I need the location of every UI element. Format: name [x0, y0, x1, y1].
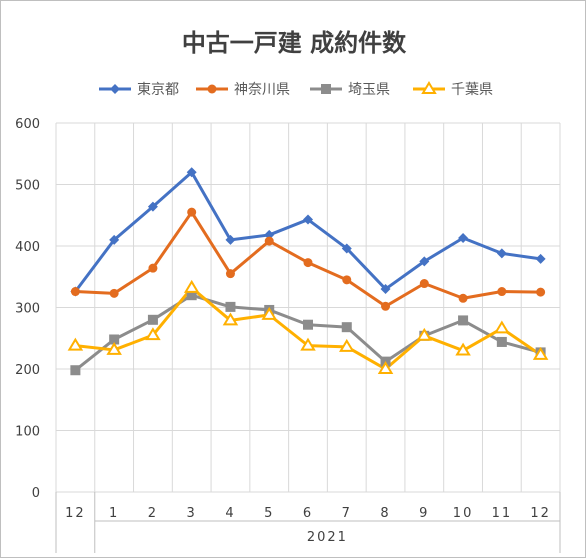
- series-line: [74, 293, 542, 372]
- data-point: [455, 342, 471, 356]
- chart-title: 中古一戸建 成約件数: [182, 29, 407, 57]
- x-tick-label: 6: [303, 506, 313, 521]
- data-point: [186, 290, 197, 301]
- data-point: [186, 167, 197, 178]
- x-tick-label: 3: [187, 506, 197, 521]
- x-tick-label: 12: [530, 506, 551, 521]
- data-point: [303, 214, 313, 225]
- legend-marker: [110, 84, 120, 94]
- data-point: [109, 288, 119, 298]
- data-point: [70, 287, 80, 297]
- data-point: [187, 207, 197, 217]
- data-point: [183, 279, 200, 293]
- data-point: [109, 234, 120, 245]
- data-point: [342, 275, 352, 285]
- legend-label: 埼玉県: [348, 82, 390, 98]
- data-point: [416, 327, 433, 341]
- data-point: [458, 233, 469, 244]
- data-point: [106, 341, 122, 355]
- y-tick-label: 200: [15, 363, 40, 378]
- y-tick-label: 100: [15, 425, 40, 440]
- y-tick-label: 0: [32, 486, 40, 501]
- data-point: [496, 248, 507, 259]
- legend-label: 千葉県: [451, 82, 493, 98]
- data-point: [225, 234, 236, 245]
- x-tick-label: 4: [225, 506, 235, 521]
- x-tick-label: 10: [453, 506, 474, 521]
- y-tick-label: 600: [15, 117, 40, 132]
- data-point: [494, 320, 510, 334]
- data-point: [380, 284, 391, 295]
- x-group-label: 2021: [307, 530, 348, 545]
- x-tick-label: 2: [148, 506, 158, 521]
- data-point: [497, 287, 507, 297]
- data-point: [109, 334, 120, 345]
- x-tick-label: 11: [492, 506, 513, 521]
- chart-grid: [55, 122, 561, 493]
- data-point: [535, 253, 546, 264]
- data-point: [222, 312, 239, 326]
- legend-marker: [421, 81, 437, 94]
- data-point: [496, 336, 507, 347]
- data-point: [300, 337, 316, 351]
- legend-marker: [321, 84, 331, 94]
- y-tick-label: 500: [15, 179, 40, 194]
- x-tick-label: 1: [109, 506, 119, 521]
- data-point: [303, 258, 313, 268]
- x-tick-label: 9: [419, 506, 429, 521]
- data-point: [145, 327, 161, 341]
- data-point: [341, 243, 352, 254]
- data-point: [458, 293, 468, 303]
- data-point: [377, 361, 394, 374]
- data-point: [419, 279, 429, 289]
- x-tick-label: 5: [264, 506, 274, 521]
- data-point: [303, 319, 313, 330]
- data-point: [225, 301, 236, 312]
- chart-legend: 東京都 神奈川県 埼玉県 千葉県: [99, 81, 493, 98]
- data-point: [264, 236, 274, 246]
- data-point: [532, 346, 549, 360]
- legend-label: 神奈川県: [234, 82, 290, 98]
- series-markers: [67, 167, 549, 376]
- y-tick-label: 400: [15, 240, 40, 255]
- y-tick-label: 300: [15, 302, 40, 317]
- data-point: [147, 314, 158, 325]
- data-point: [261, 306, 277, 320]
- y-axis: 0 100 200 300 400 500 600: [15, 117, 40, 501]
- data-point: [381, 301, 391, 311]
- data-point: [339, 338, 355, 352]
- data-point: [67, 337, 84, 351]
- data-point: [148, 263, 158, 273]
- x-tick-label: 8: [380, 506, 390, 521]
- data-point: [225, 269, 235, 279]
- data-point: [536, 287, 546, 297]
- legend-marker: [207, 84, 217, 94]
- data-point: [70, 365, 81, 376]
- legend-label: 東京都: [137, 82, 179, 98]
- data-point: [419, 256, 430, 267]
- data-point: [458, 315, 469, 326]
- data-point: [147, 201, 158, 212]
- x-tick-label: 12: [65, 506, 86, 521]
- x-tick-label: 7: [342, 506, 352, 521]
- data-point: [341, 322, 352, 333]
